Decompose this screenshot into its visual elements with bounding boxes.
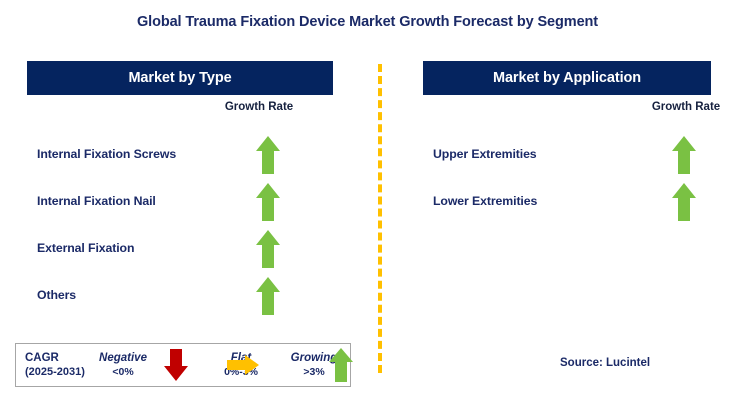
arrow-up-icon [328, 347, 354, 388]
arrow-up-icon [255, 229, 281, 274]
segment-row[interactable]: Internal Fixation Nail [27, 180, 333, 227]
segment-list-application: Upper Extremities Lower Extremities [423, 133, 711, 227]
legend-entry-negative: Negative <0% [78, 351, 168, 379]
growth-rate-label-application: Growth Rate [651, 101, 721, 113]
segment-label: Lower Extremities [433, 194, 538, 208]
panel-header-type: Market by Type [27, 61, 333, 95]
segment-label: Internal Fixation Screws [37, 147, 177, 161]
legend-entry-range: <0% [112, 366, 134, 378]
growth-rate-label-type: Growth Rate [224, 101, 294, 113]
segment-label: Others [37, 288, 77, 302]
legend-cagr-period: (2025-2031) [25, 366, 85, 378]
panel-header-application: Market by Application [423, 61, 711, 95]
segment-label: Internal Fixation Nail [37, 194, 156, 208]
segment-list-type: Internal Fixation Screws Internal Fixati… [27, 133, 333, 321]
legend-cagr-title: CAGR (2025-2031) [20, 351, 112, 379]
segment-row[interactable]: Internal Fixation Screws [27, 133, 333, 180]
arrow-up-icon [255, 135, 281, 180]
legend-entry-range: >3% [303, 366, 325, 378]
segment-label: External Fixation [37, 241, 135, 255]
arrow-right-icon [226, 354, 260, 381]
cagr-legend: CAGR (2025-2031) Negative <0% Flat 0%-3%… [15, 343, 354, 388]
arrow-up-icon [671, 182, 697, 227]
legend-entry-name: Negative [99, 352, 147, 364]
arrow-up-icon [671, 135, 697, 180]
arrow-up-icon [255, 276, 281, 321]
panel-market-by-type: Market by Type Growth Rate Internal Fixa… [27, 61, 333, 315]
legend-entry-growing: Growing >3% [269, 351, 359, 379]
segment-row[interactable]: Upper Extremities [423, 133, 711, 180]
legend-cagr-label: CAGR [25, 352, 59, 364]
legend-entry-name: Growing [290, 352, 338, 364]
arrow-down-icon [163, 348, 189, 387]
source-attribution: Source: Lucintel [560, 357, 651, 369]
panel-market-by-application: Market by Application Growth Rate Upper … [423, 61, 720, 221]
segment-row[interactable]: Lower Extremities [423, 180, 711, 227]
page-title: Global Trauma Fixation Device Market Gro… [136, 14, 599, 30]
panel-divider [378, 64, 382, 373]
segment-label: Upper Extremities [433, 147, 537, 161]
arrow-up-icon [255, 182, 281, 227]
segment-row[interactable]: External Fixation [27, 227, 333, 274]
segment-row[interactable]: Others [27, 274, 333, 321]
